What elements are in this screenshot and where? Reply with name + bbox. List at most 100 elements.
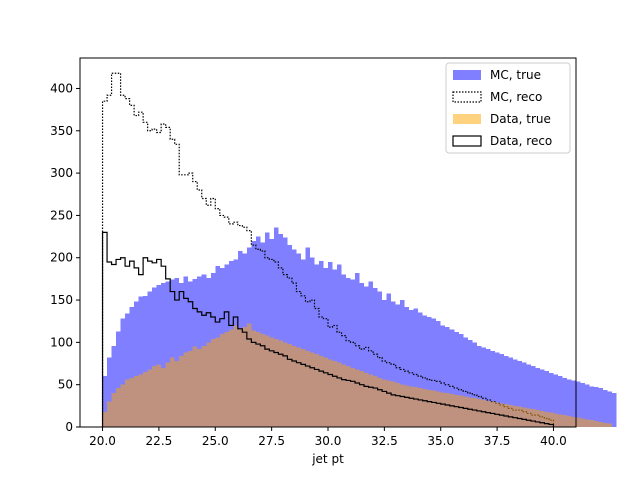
bar-data-true: [526, 408, 531, 427]
bar-data-true: [400, 384, 405, 427]
legend-swatch: [453, 70, 481, 80]
bar-data-true: [296, 347, 301, 427]
bar-mc-true: [449, 329, 455, 427]
bar-mc-true: [594, 387, 599, 427]
bar-data-true: [111, 393, 117, 427]
bar-data-true: [332, 360, 338, 427]
bar-mc-true: [503, 355, 509, 427]
bar-mc-true: [264, 232, 270, 427]
bar-mc-true: [445, 327, 450, 427]
bar-mc-true: [494, 352, 500, 427]
bar-data-true: [368, 374, 374, 427]
bar-data-true: [246, 323, 252, 427]
bar-mc-true: [116, 331, 121, 427]
bar-data-true: [337, 362, 342, 427]
bar-data-true: [594, 421, 599, 427]
bar-mc-true: [147, 291, 153, 427]
bar-data-true: [273, 338, 279, 427]
bar-mc-true: [382, 300, 387, 427]
bar-mc-true: [571, 380, 576, 427]
bar-mc-true: [517, 360, 522, 427]
bar-mc-true: [341, 274, 347, 427]
bar-data-true: [170, 357, 175, 427]
bar-data-true: [603, 422, 608, 427]
bar-mc-true: [170, 279, 175, 427]
bar-data-true: [391, 381, 396, 427]
bar-data-true: [557, 414, 563, 427]
bar-mc-true: [129, 306, 135, 427]
y-tick-label: 50: [58, 378, 73, 392]
bar-data-true: [251, 330, 256, 427]
bar-data-true: [278, 340, 283, 427]
bar-mc-true: [314, 264, 319, 427]
bar-mc-true: [373, 288, 378, 427]
bar-data-true: [183, 352, 189, 427]
bar-data-true: [571, 416, 576, 427]
bar-data-true: [589, 420, 595, 427]
bar-mc-true: [422, 315, 428, 427]
bar-data-true: [404, 385, 410, 427]
bar-data-true: [449, 393, 455, 427]
x-tick-label: 30.0: [315, 434, 342, 448]
x-tick-label: 20.0: [89, 434, 116, 448]
legend-box: [445, 62, 571, 154]
bar-mc-true: [282, 237, 288, 427]
bar-data-true: [508, 404, 513, 427]
bar-mc-true: [580, 382, 586, 427]
bar-data-true: [422, 388, 428, 427]
bar-data-true: [544, 411, 549, 427]
bar-data-true: [300, 349, 306, 427]
bar-mc-true: [539, 369, 545, 427]
x-tick-label: 25.0: [202, 434, 229, 448]
bar-mc-true: [530, 366, 536, 427]
bar-mc-true: [521, 362, 527, 427]
series-data-reco: [101, 231, 555, 427]
x-tick-label: 22.5: [146, 434, 173, 448]
y-tick-label: 400: [50, 81, 73, 95]
bar-mc-true: [179, 283, 184, 427]
bar-mc-true: [350, 279, 356, 427]
bar-mc-true: [490, 350, 495, 427]
bar-data-true: [210, 338, 216, 427]
bar-data-true: [454, 394, 459, 427]
bar-mc-true: [102, 376, 108, 427]
bar-mc-true: [305, 247, 310, 427]
bar-mc-true: [526, 364, 531, 427]
bar-data-true: [409, 386, 414, 427]
bar-data-true: [485, 400, 491, 427]
step-line-mc-reco: [101, 72, 555, 427]
bar-mc-true: [386, 293, 392, 427]
bar-mc-true: [395, 304, 401, 427]
bar-mc-true: [332, 269, 338, 427]
bar-data-true: [255, 332, 261, 427]
bar-mc-true: [427, 316, 432, 427]
bar-data-true: [521, 407, 527, 427]
bar-data-true: [350, 367, 356, 427]
bar-mc-true: [134, 301, 139, 427]
bar-data-true: [562, 415, 567, 427]
bar-data-true: [152, 366, 157, 427]
bar-data-true: [436, 391, 441, 427]
bar-mc-true: [309, 257, 315, 427]
bar-data-true: [156, 364, 162, 427]
bar-data-true: [323, 357, 328, 427]
y-tick-label: 300: [50, 166, 73, 180]
x-tick-label: 32.5: [371, 434, 398, 448]
bar-mc-true: [463, 337, 468, 427]
legend-label: Data, true: [490, 112, 551, 126]
bar-data-true: [427, 389, 432, 427]
bar-mc-true: [485, 349, 491, 427]
y-tick-label: 0: [65, 420, 73, 434]
bar-mc-true: [598, 388, 604, 427]
legend-swatch: [452, 91, 482, 103]
bar-data-true: [219, 333, 225, 427]
bar-data-true: [107, 401, 112, 427]
bar-mc-true: [603, 389, 608, 427]
bar-data-true: [463, 396, 468, 427]
bar-mc-true: [409, 310, 414, 427]
bar-data-true: [530, 409, 536, 427]
bar-mc-true: [152, 287, 157, 427]
bar-data-true: [355, 369, 360, 427]
bar-mc-true: [553, 374, 558, 427]
